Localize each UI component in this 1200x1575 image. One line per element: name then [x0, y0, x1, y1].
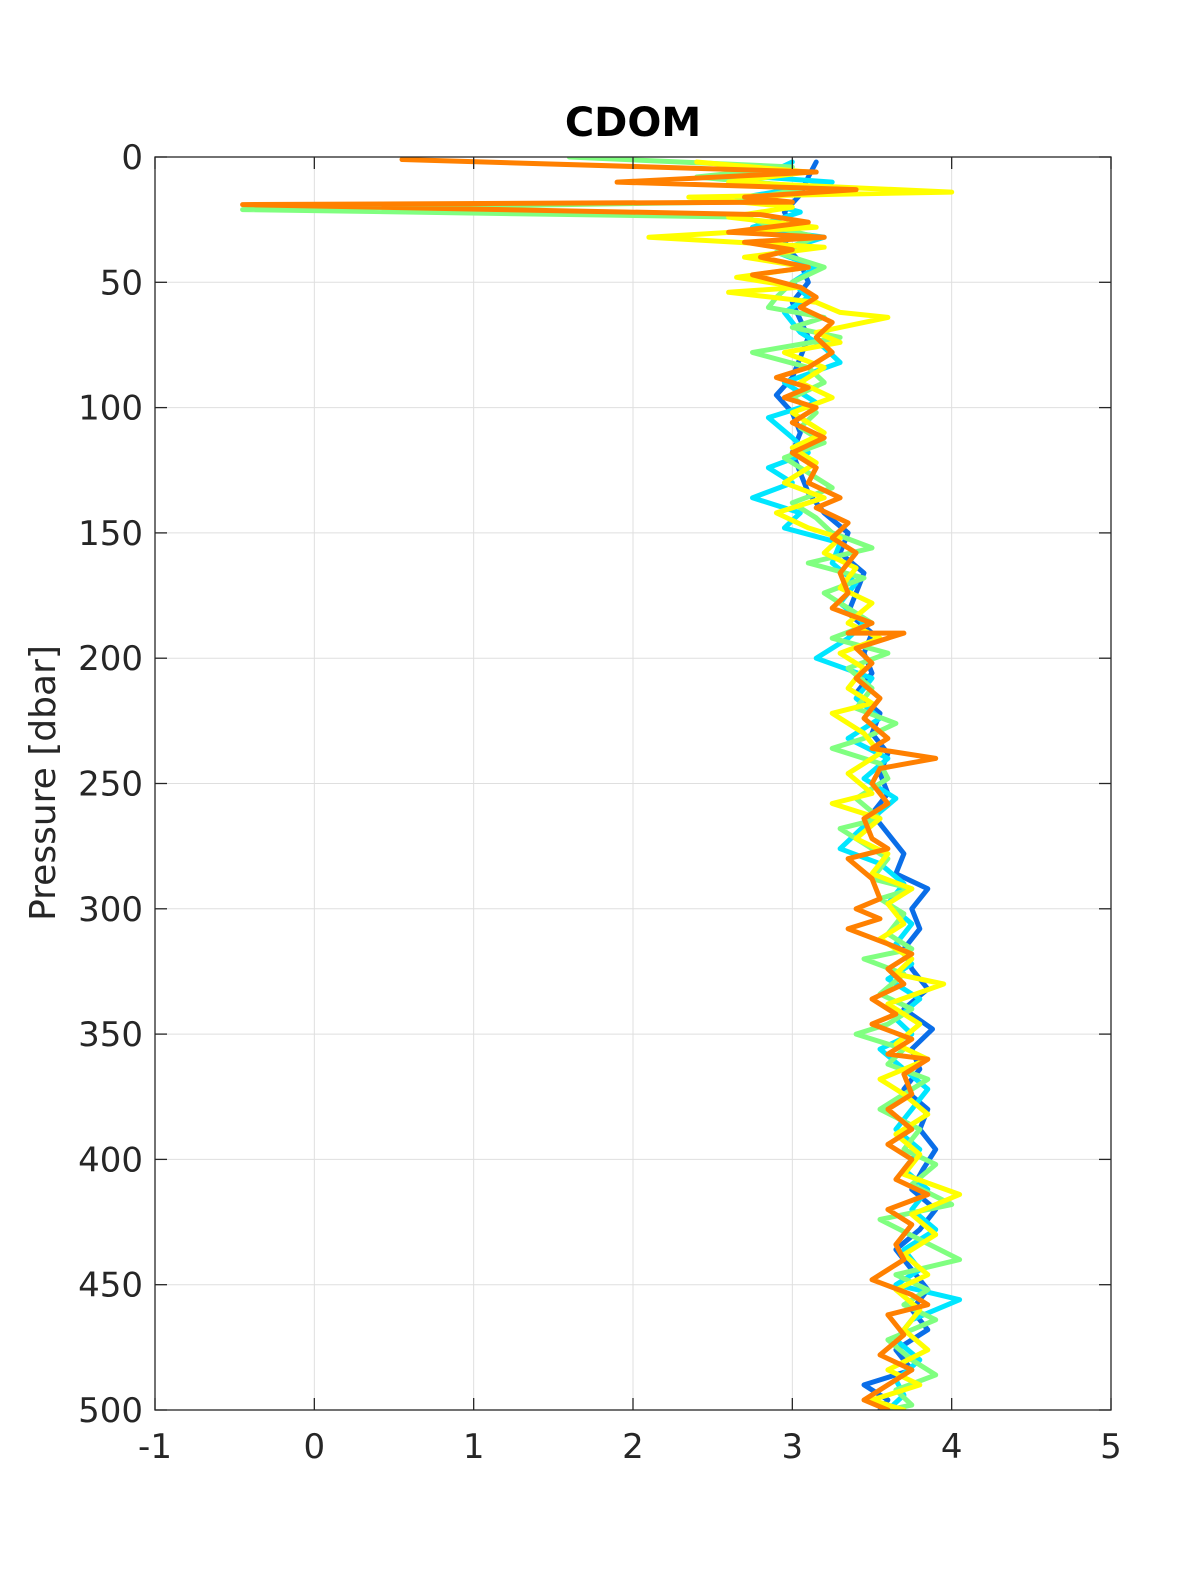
y-axis-label: Pressure [dbar]: [23, 645, 64, 921]
x-tick-label: 2: [622, 1427, 644, 1467]
x-tick-labels: -1 0 1 2 3 4 5: [138, 1427, 1122, 1467]
series-line-5: [240, 157, 939, 1410]
y-tick-label: 500: [78, 1391, 143, 1431]
x-tick-label: 4: [941, 1427, 963, 1467]
plot-area: [240, 157, 963, 1410]
x-tick-label: 1: [463, 1427, 485, 1467]
chart-title: CDOM: [565, 100, 701, 146]
y-tick-label: 250: [78, 765, 143, 805]
series-lines: [240, 157, 963, 1410]
x-tick-label: 3: [782, 1427, 804, 1467]
y-tick-label: 0: [121, 138, 143, 178]
y-tick-label: 400: [78, 1140, 143, 1180]
y-tick-label: 350: [78, 1015, 143, 1055]
series-line-4: [646, 159, 963, 1410]
y-tick-label: 200: [78, 639, 143, 679]
x-tick-label: 5: [1100, 1427, 1122, 1467]
tick-marks: [154, 156, 1112, 1411]
y-tick-label: 150: [78, 514, 143, 554]
y-tick-labels: 0 50 100 150 200 250 300 350 400 450 500: [78, 138, 143, 1431]
y-tick-label: 100: [78, 389, 143, 429]
y-tick-label: 450: [78, 1266, 143, 1306]
y-tick-label: 50: [100, 263, 143, 303]
x-tick-label: 0: [304, 1427, 326, 1467]
x-tick-label: -1: [138, 1427, 172, 1467]
y-tick-label: 300: [78, 890, 143, 930]
